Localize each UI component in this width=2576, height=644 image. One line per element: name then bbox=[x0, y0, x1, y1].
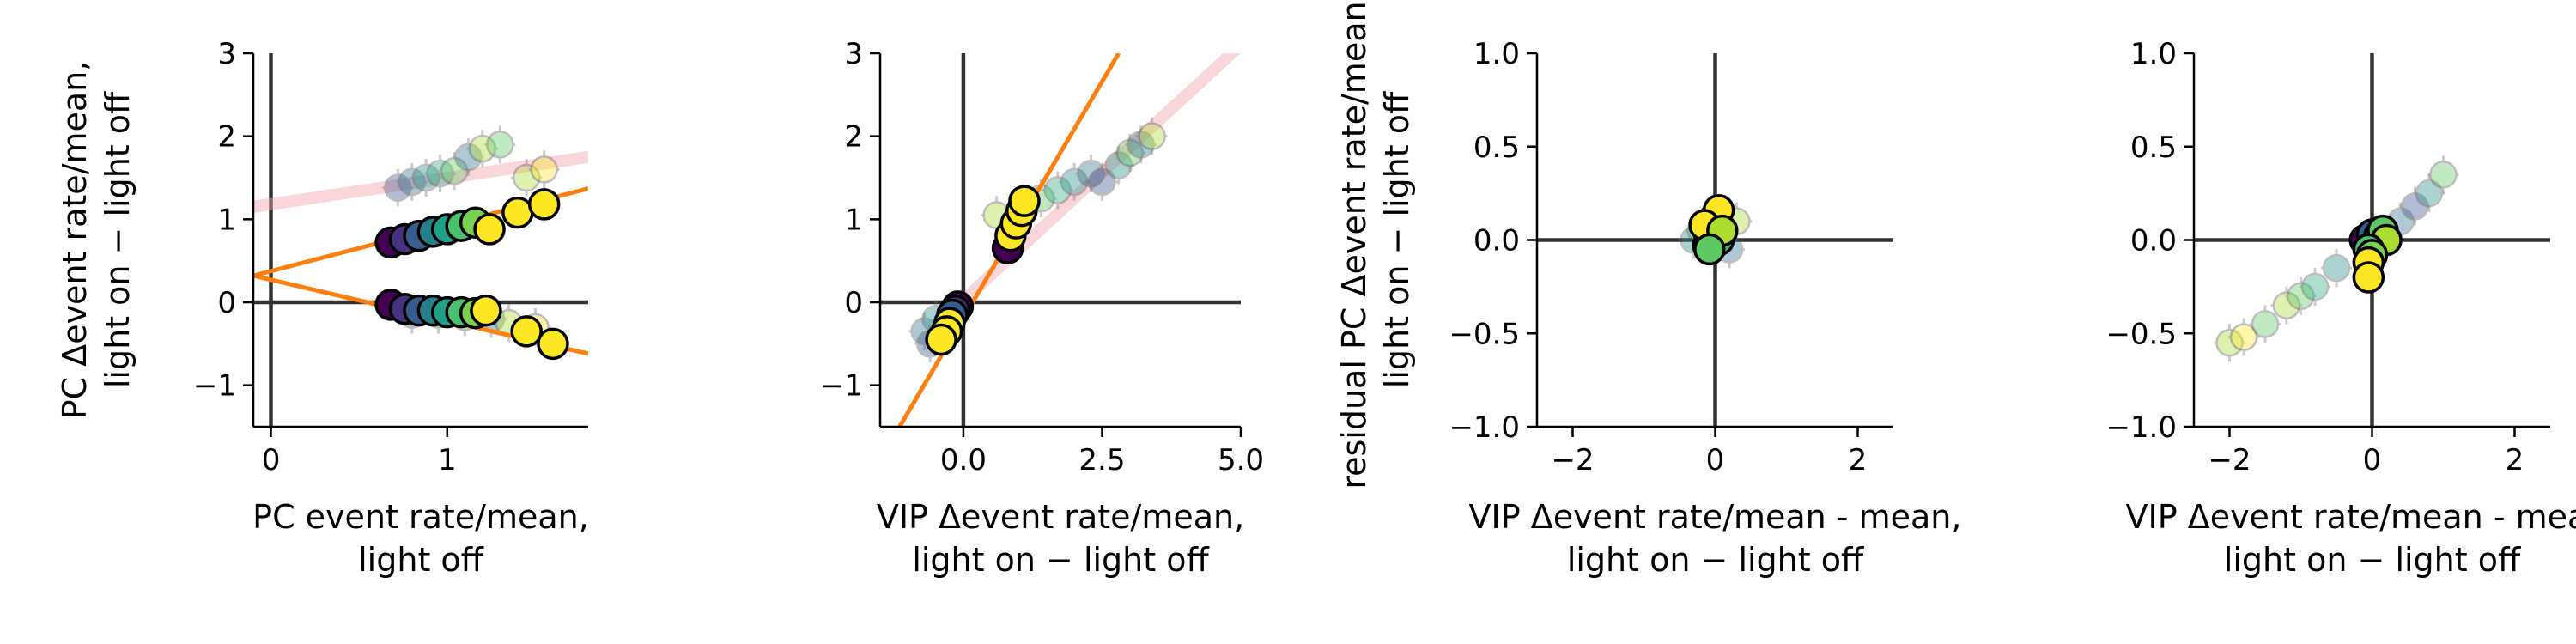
data-point bbox=[1008, 185, 1041, 217]
x-tick-label: 1 bbox=[438, 443, 457, 477]
data-point-background bbox=[453, 137, 484, 176]
x-tick-label: 2 bbox=[1849, 443, 1868, 477]
data-point bbox=[510, 315, 543, 348]
y-tick-label: −0.5 bbox=[1449, 317, 1520, 351]
data-point-background bbox=[1125, 125, 1157, 164]
data-point bbox=[501, 196, 534, 229]
data-point-background bbox=[2300, 267, 2331, 306]
plot-area bbox=[2194, 53, 2550, 427]
y-tick-label: −1.0 bbox=[2105, 410, 2177, 445]
data-point-background bbox=[2413, 174, 2445, 213]
plot-area bbox=[1537, 53, 1893, 427]
x-tick-label: 0 bbox=[2363, 443, 2382, 477]
x-tick-label: −2 bbox=[1551, 443, 1594, 477]
chart-panel-4: −2 0 2 −1.0 −0.5 0.0 0.5 1.0 VIP Δevent rate/mea… bbox=[2105, 37, 2576, 579]
fit-band bbox=[946, 53, 1241, 317]
x-axis-label: VIP Δevent rate/mean, light on − light of… bbox=[877, 498, 1244, 579]
x-axis-label: VIP Δevent rate/mean - mean, light on − l… bbox=[1469, 498, 1962, 579]
chart-panel-2: 0.0 2.5 5.0 −1 0 1 2 3 VIP Δevent rate/mean, ligh… bbox=[820, 37, 1264, 579]
data-point bbox=[470, 294, 502, 327]
data-point-background bbox=[484, 125, 516, 164]
data-point-background bbox=[2250, 305, 2281, 343]
data-point-background bbox=[1042, 171, 1073, 210]
x-tick-label: 5.0 bbox=[1218, 443, 1264, 477]
data-point-background bbox=[2270, 286, 2302, 325]
chart-panel-1: 0 1 −1 0 1 2 3 PC event rate/mean, light off PC Δ… bbox=[56, 37, 589, 579]
data-point-background bbox=[410, 159, 442, 197]
x-axis-label: VIP Δevent rate/mean - mean, light on − l… bbox=[2126, 498, 2576, 579]
y-tick-label: 0 bbox=[217, 286, 236, 320]
data-point-background bbox=[2285, 276, 2317, 315]
fit-band bbox=[253, 150, 588, 213]
y-tick-label: 0.5 bbox=[1473, 131, 1520, 165]
y-tick-label: 2 bbox=[844, 120, 863, 155]
y-tick-label: −1 bbox=[820, 369, 863, 404]
data-point-background bbox=[2321, 249, 2352, 288]
data-point-background bbox=[2228, 318, 2260, 356]
y-tick-label: 1 bbox=[217, 203, 236, 237]
plot-area bbox=[880, 53, 1241, 427]
data-point-background bbox=[1086, 162, 1118, 201]
y-tick-label: −0.5 bbox=[2105, 317, 2177, 351]
data-point-background bbox=[466, 130, 498, 168]
y-tick-label: −1 bbox=[193, 369, 236, 404]
data-point-background bbox=[511, 159, 543, 197]
data-point-background bbox=[1136, 117, 1168, 155]
data-point bbox=[473, 213, 506, 246]
data-point-background bbox=[1075, 155, 1107, 193]
y-tick-label: 1 bbox=[844, 203, 863, 237]
y-tick-label: −1.0 bbox=[1449, 410, 1520, 445]
x-tick-label: 0 bbox=[1706, 443, 1725, 477]
data-point bbox=[2352, 261, 2385, 294]
data-point-background bbox=[396, 162, 428, 201]
y-tick-label: 1.0 bbox=[2130, 37, 2177, 71]
y-tick-label: 0.0 bbox=[2130, 224, 2177, 258]
y-tick-label: 3 bbox=[844, 37, 863, 71]
data-point bbox=[925, 323, 957, 356]
x-tick-label: 0 bbox=[262, 443, 281, 477]
y-tick-label: 3 bbox=[217, 37, 236, 71]
y-axis-label: residual PC Δevent rate/mean, light on − … bbox=[1335, 0, 1416, 489]
data-point bbox=[1693, 233, 1726, 266]
data-point-background bbox=[528, 150, 560, 189]
data-point bbox=[537, 327, 569, 361]
data-point-background bbox=[439, 152, 470, 191]
y-axis-label: PC Δevent rate/mean, light on − light off bbox=[56, 61, 137, 420]
y-tick-label: 0.0 bbox=[1473, 224, 1520, 258]
y-tick-label: 0.5 bbox=[2130, 131, 2177, 165]
data-point-background bbox=[2427, 155, 2459, 194]
chart-panel-3: −2 0 2 −1.0 −0.5 0.0 0.5 1.0 VIP Δevent rate/mea… bbox=[1335, 0, 1961, 579]
data-point-background bbox=[2214, 324, 2245, 362]
data-point-background bbox=[1114, 134, 1145, 172]
data-point-background bbox=[2399, 187, 2431, 226]
y-tick-label: 2 bbox=[217, 120, 236, 155]
y-tick-label: 1.0 bbox=[1473, 37, 1520, 71]
data-point-background bbox=[424, 155, 456, 193]
data-point-background bbox=[1103, 146, 1134, 185]
x-axis-label: PC event rate/mean, light off bbox=[252, 498, 589, 579]
plot-area bbox=[253, 53, 588, 427]
x-tick-label: −2 bbox=[2208, 443, 2251, 477]
y-tick-label: 0 bbox=[844, 286, 863, 320]
data-point-background bbox=[382, 168, 414, 207]
data-point bbox=[527, 188, 561, 221]
data-point-background bbox=[1059, 162, 1091, 201]
x-tick-label: 2 bbox=[2506, 443, 2524, 477]
x-tick-label: 2.5 bbox=[1078, 443, 1125, 477]
x-tick-label: 0.0 bbox=[940, 443, 987, 477]
